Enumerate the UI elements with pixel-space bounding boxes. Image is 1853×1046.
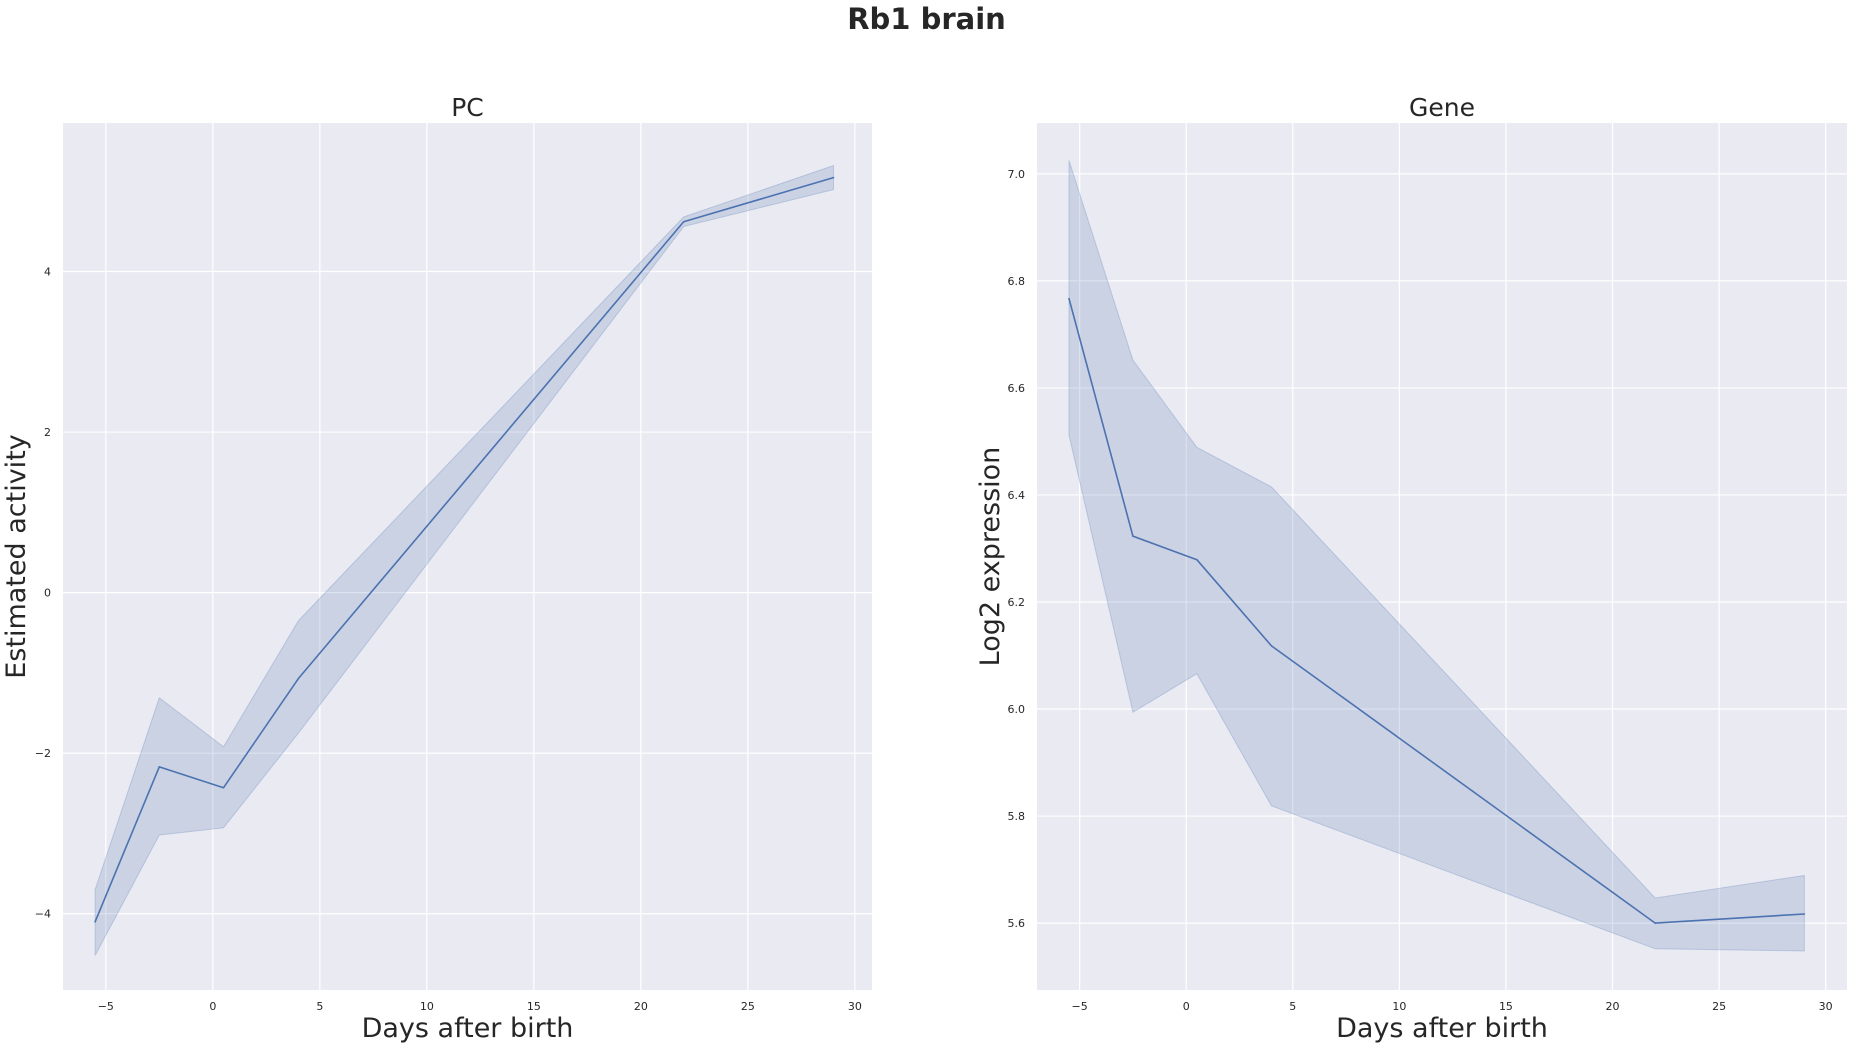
y-axis-label: Estimated activity: [1, 434, 32, 679]
y-tick-label: 6.8: [1008, 275, 1026, 288]
x-tick-label: 0: [1183, 1000, 1190, 1013]
data-point: [94, 920, 96, 923]
data-point: [1132, 535, 1134, 537]
x-tick-label: 10: [420, 1000, 434, 1013]
panel-title: Gene: [1409, 93, 1475, 122]
data-point: [1196, 558, 1198, 561]
series-line: [94, 176, 834, 923]
panel-0: −5 0 5 10 15 20 25 30 −4 −2 0 2 4 PC Days after birth E…: [1, 93, 872, 1044]
x-tick-label: 30: [848, 1000, 862, 1013]
data-point: [1068, 297, 1070, 300]
confidence-band: [1068, 160, 1805, 952]
x-tick-label: 0: [209, 1000, 216, 1013]
x-tick-label: 5: [1289, 1000, 1296, 1013]
y-tick-label: 4: [44, 266, 51, 279]
series-line: [1068, 298, 1805, 924]
y-tick-label: 7.0: [1008, 168, 1026, 181]
y-tick-label: −4: [35, 908, 51, 921]
y-tick-label: 5.8: [1008, 810, 1026, 823]
x-tick-label: 5: [316, 1000, 323, 1013]
plot-area: [63, 123, 872, 990]
panel-1: −5 0 5 10 15 20 25 30 5.6 5.8 6.0 6.2 6.4 6.6 6.8 7.0 Ge…: [975, 93, 1847, 1044]
x-tick-label: −5: [98, 1000, 114, 1013]
x-tick-label: 20: [1606, 1000, 1620, 1013]
plot-area: [1037, 123, 1847, 990]
panel-title: PC: [451, 93, 484, 122]
y-axis-label: Log2 expression: [975, 447, 1006, 667]
x-tick-label: 25: [1712, 1000, 1726, 1013]
data-point: [832, 176, 835, 179]
x-tick-label: 20: [634, 1000, 648, 1013]
data-point: [158, 766, 161, 768]
x-tick-label: 10: [1392, 1000, 1406, 1013]
x-tick-label: 15: [1499, 1000, 1513, 1013]
x-tick-label: 15: [527, 1000, 541, 1013]
y-tick-label: 6.0: [1008, 703, 1026, 716]
y-tick-label: 5.6: [1008, 917, 1026, 930]
data-point: [222, 786, 225, 789]
x-tick-label: 30: [1819, 1000, 1833, 1013]
confidence-band: [94, 164, 834, 956]
data-point: [1270, 645, 1273, 647]
data-point: [297, 677, 300, 680]
x-axis-label: Days after birth: [362, 1013, 574, 1044]
data-point: [1803, 913, 1806, 915]
figure-title: Rb1 brain: [847, 2, 1006, 36]
x-axis-label: Days after birth: [1336, 1013, 1548, 1044]
data-point: [1654, 922, 1656, 924]
y-tick-label: 6.6: [1008, 382, 1026, 395]
x-tick-label: −5: [1072, 1000, 1088, 1013]
y-tick-label: 2: [44, 426, 51, 439]
x-tick-label: 25: [741, 1000, 755, 1013]
y-tick-label: −2: [35, 747, 51, 760]
y-tick-label: 6.4: [1008, 489, 1026, 502]
y-tick-label: 6.2: [1008, 596, 1026, 609]
y-tick-label: 0: [44, 587, 51, 600]
data-point: [682, 220, 685, 223]
